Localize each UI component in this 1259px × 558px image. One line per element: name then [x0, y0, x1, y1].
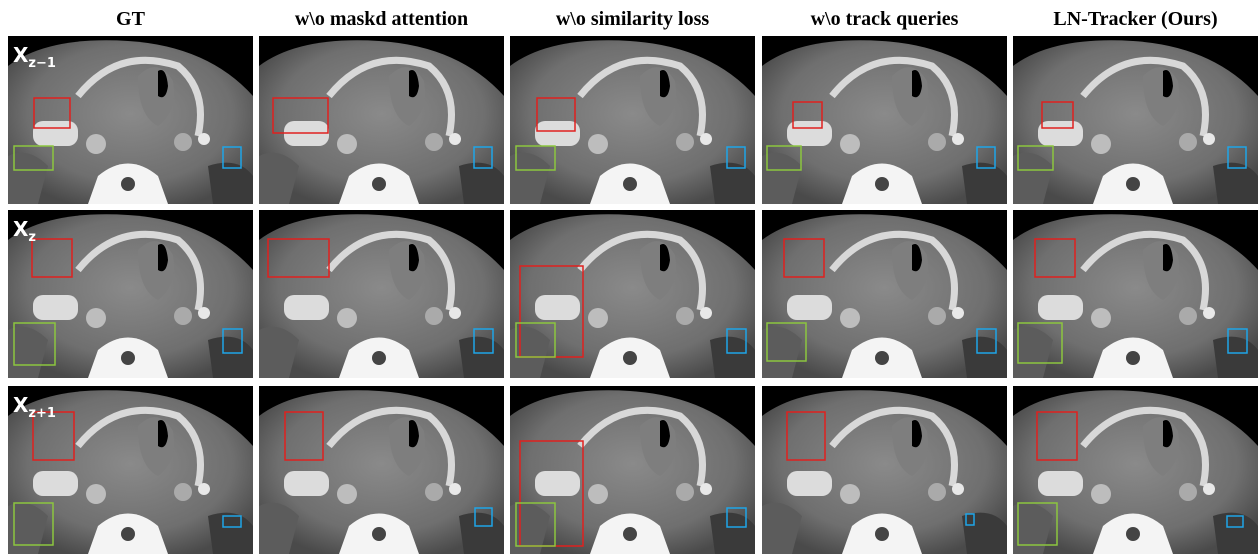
ct-image: [1013, 210, 1258, 378]
bounding-box: [786, 411, 826, 461]
bounding-box: [536, 97, 576, 132]
row-label: Xz−1: [13, 43, 56, 71]
ct-panel: [762, 36, 1007, 204]
ct-panel: [8, 36, 253, 204]
ct-panel: [762, 386, 1007, 554]
bounding-box: [1227, 146, 1247, 169]
bounding-box: [792, 101, 823, 129]
bounding-box: [284, 411, 324, 461]
row-label-sub: z+1: [28, 406, 56, 421]
bounding-box: [31, 238, 73, 278]
row-label-base: X: [13, 217, 29, 241]
row-label: Xz: [13, 217, 36, 245]
ct-image: [8, 210, 253, 378]
ct-panel: [1013, 36, 1258, 204]
bounding-box: [1036, 411, 1078, 461]
bounding-box: [222, 146, 242, 169]
bounding-box: [32, 411, 75, 461]
bounding-box: [13, 145, 54, 171]
row-label-sub: z−1: [28, 56, 56, 71]
bounding-box: [267, 238, 330, 278]
bounding-box: [222, 515, 242, 528]
ct-panel: [1013, 210, 1258, 378]
bounding-box: [1034, 238, 1076, 278]
row-label-base: X: [13, 43, 29, 67]
bounding-box: [515, 145, 556, 171]
bounding-box: [13, 322, 56, 366]
bounding-box: [1017, 502, 1058, 546]
column-header: w\o maskd attention: [295, 8, 468, 30]
ct-panel: [762, 210, 1007, 378]
ct-image: [259, 386, 504, 554]
bounding-box: [473, 328, 494, 354]
bounding-box: [783, 238, 825, 278]
column-header: w\o similarity loss: [556, 8, 710, 30]
bounding-box: [766, 145, 802, 171]
ct-image: [259, 210, 504, 378]
bounding-box: [1041, 101, 1074, 129]
bounding-box: [1017, 322, 1063, 364]
ct-image: [1013, 36, 1258, 204]
bounding-box: [1017, 145, 1054, 171]
bounding-box: [33, 97, 71, 129]
ct-image: [762, 36, 1007, 204]
ct-image: [762, 210, 1007, 378]
bounding-box: [272, 97, 329, 134]
ct-image: [510, 36, 755, 204]
ct-image: [1013, 386, 1258, 554]
row-label-sub: z: [28, 230, 36, 245]
ct-image: [510, 210, 755, 378]
bounding-box: [726, 328, 747, 354]
ct-panel: [259, 386, 504, 554]
bounding-box: [222, 328, 243, 354]
ct-image: [762, 386, 1007, 554]
ct-panel: [510, 36, 755, 204]
bounding-box: [976, 146, 996, 169]
ct-panel: [259, 210, 504, 378]
ct-panel: [510, 386, 755, 554]
bounding-box: [515, 502, 556, 547]
ct-image: [510, 386, 755, 554]
bounding-box: [1227, 328, 1248, 354]
ct-panel: [1013, 386, 1258, 554]
ct-panel: [8, 386, 253, 554]
bounding-box: [473, 146, 493, 169]
bounding-box: [766, 322, 807, 362]
bounding-box: [976, 328, 997, 354]
column-header: GT: [116, 8, 146, 30]
bounding-box: [965, 513, 975, 526]
bounding-box: [726, 146, 746, 169]
bounding-box: [515, 322, 556, 358]
bounding-box: [726, 507, 747, 528]
row-label-base: X: [13, 393, 29, 417]
ct-panel: [8, 210, 253, 378]
bounding-box: [1226, 515, 1244, 528]
ct-panel: [259, 36, 504, 204]
column-header: w\o track queries: [811, 8, 959, 30]
ct-image: [259, 36, 504, 204]
column-header: LN-Tracker (Ours): [1053, 8, 1217, 30]
row-label: Xz+1: [13, 393, 56, 421]
ct-panel: [510, 210, 755, 378]
bounding-box: [474, 507, 493, 527]
bounding-box: [13, 502, 54, 546]
